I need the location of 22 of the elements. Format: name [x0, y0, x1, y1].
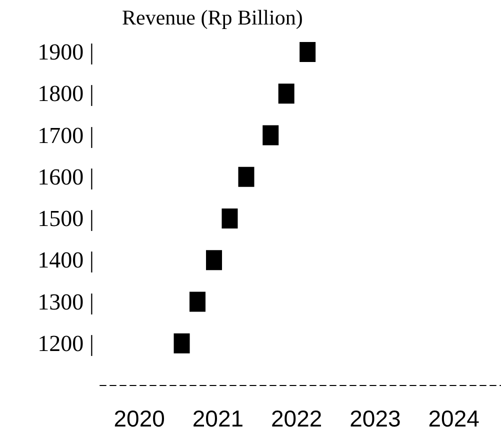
y-tick-label: 1200 | — [38, 330, 94, 356]
point — [262, 125, 279, 146]
point — [300, 42, 316, 62]
x-tick-label: 2020 — [114, 406, 165, 432]
point — [174, 333, 190, 354]
y-tick-label: 1900 | — [38, 40, 94, 64]
point — [206, 250, 222, 270]
y-tick-label: 1800 | — [38, 81, 94, 106]
point — [238, 166, 254, 187]
chart-title: Revenue (Rp Billion) — [122, 6, 303, 30]
y-tick-label: 1500 | — [38, 206, 94, 231]
point — [222, 208, 238, 228]
y-tick-label: 1600 | — [38, 164, 94, 190]
x-tick-label: 2021 — [192, 406, 244, 432]
y-tick-label: 1700 | — [38, 122, 94, 148]
x-tick-label: 2022 — [270, 406, 322, 432]
y-tick-label: 1300 | — [38, 289, 94, 314]
point — [278, 84, 294, 104]
x-tick-label: 2023 — [350, 406, 401, 432]
point — [190, 292, 206, 312]
y-tick-label: 1400 | — [38, 248, 94, 273]
x-tick-label: 2024 — [428, 406, 480, 432]
